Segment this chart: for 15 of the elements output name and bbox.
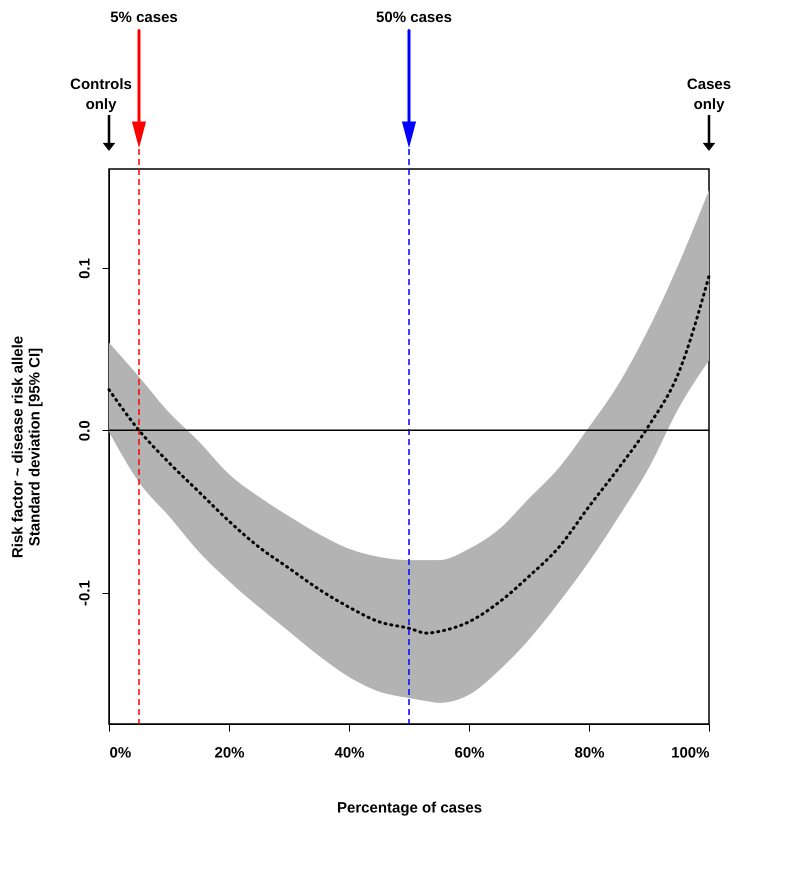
x-tick-label: 40% [334, 744, 365, 762]
text: Controls only [70, 76, 132, 113]
x-tick-label: 20% [214, 744, 245, 762]
y-tick-label: 0.0 [76, 420, 94, 442]
text: Cases only [686, 76, 732, 113]
x-axis-title: Percentage of cases [336, 800, 482, 816]
y-axis-title: Risk factor ~ disease risk allele Standard deviation [95% CI] [10, 336, 44, 558]
x-tick-label: 0% [110, 744, 132, 762]
x-tick-label: 60% [454, 744, 485, 762]
ref-line-label: 50% cases [376, 9, 452, 26]
x-tick-label: 100% [671, 744, 710, 762]
ref-line-label: 5% cases [110, 9, 178, 26]
x-tick-label: 80% [574, 744, 605, 762]
y-tick-label: -0.1 [76, 580, 94, 606]
y-tick-label: 0.1 [76, 258, 94, 279]
